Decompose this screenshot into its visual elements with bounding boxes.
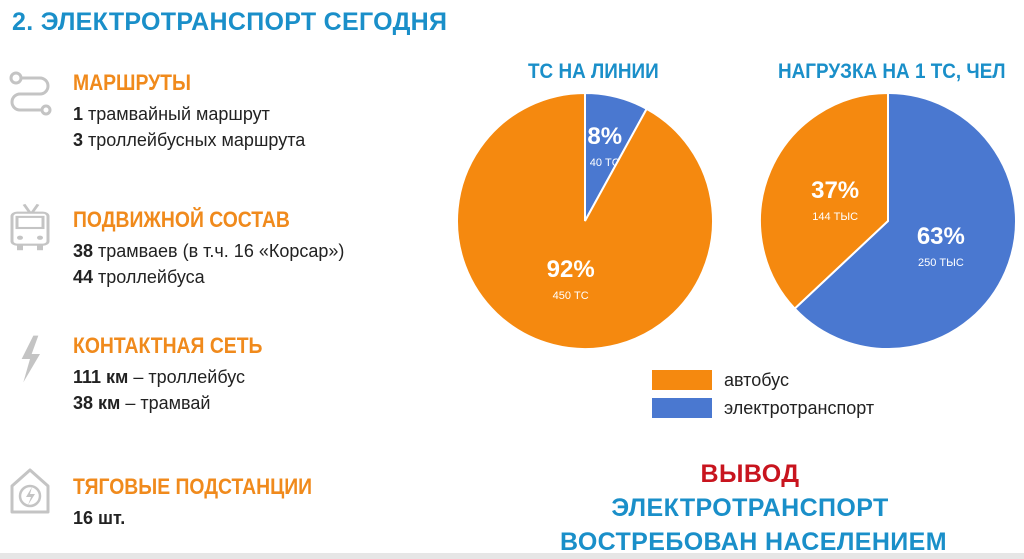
- pie-percent-label: 92%: [547, 256, 595, 283]
- conclusion-line: ЭЛЕКТРОТРАНСПОРТ: [611, 494, 889, 522]
- pie-value-label: 250 ТЫС: [918, 257, 964, 269]
- legend: автобус электротранспорт: [652, 367, 874, 423]
- conclusion-title: ВЫВОД: [700, 460, 800, 488]
- section-heading-contact-network: КОНТАКТНАЯ СЕТЬ: [73, 333, 263, 358]
- page-title: 2. ЭЛЕКТРОТРАНСПОРТ СЕГОДНЯ: [12, 8, 448, 36]
- pie-slice-electric: [793, 91, 1017, 350]
- section-line: 44 троллейбуса: [73, 267, 205, 287]
- pie-percent-label: 63%: [917, 223, 965, 250]
- section-line: 38 трамваев (в т.ч. 16 «Корсар»): [73, 241, 345, 261]
- pie-slice-bus: [759, 91, 889, 311]
- legend-label: электротранспорт: [724, 397, 875, 418]
- chart-title: ТС НА ЛИНИИ: [528, 60, 659, 83]
- legend-swatch: [652, 398, 712, 418]
- bottom-bar: [0, 553, 1024, 559]
- legend-label: автобус: [724, 369, 789, 390]
- pie-value-label: 40 ТС: [590, 157, 620, 169]
- section-heading-routes: МАРШРУТЫ: [73, 70, 191, 95]
- section-line: 38 км – трамвай: [73, 393, 211, 413]
- legend-item: автобус: [652, 367, 874, 393]
- legend-item: электротранспорт: [652, 395, 874, 421]
- pie-value-label: 144 ТЫС: [812, 211, 858, 223]
- section-heading-substations: ТЯГОВЫЕ ПОДСТАНЦИИ: [73, 474, 313, 499]
- lightning-icon: [21, 335, 40, 383]
- pie-percent-label: 37%: [811, 177, 859, 204]
- section-line: 16 шт.: [73, 508, 126, 528]
- substation-icon: [10, 468, 50, 514]
- section-line: 111 км – троллейбус: [73, 367, 246, 387]
- conclusion-line: ВОСТРЕБОВАН НАСЕЛЕНИЕМ: [560, 528, 947, 556]
- pie-chart-vehicles: 8% 40 ТС 92% 450 ТС: [456, 91, 714, 350]
- pie-chart-load: 63% 250 ТЫС 37% 144 ТЫС: [759, 91, 1017, 350]
- pie-value-label: 450 ТС: [553, 290, 589, 302]
- route-icon: [9, 71, 52, 116]
- section-line: 1 трамвайный маршрут: [73, 104, 270, 124]
- section-heading-rolling-stock: ПОДВИЖНОЙ СОСТАВ: [73, 207, 290, 232]
- pie-slice-bus: [456, 91, 714, 350]
- trolleybus-icon: [10, 203, 50, 251]
- pie-percent-label: 8%: [587, 123, 622, 150]
- section-line: 3 троллейбусных маршрута: [73, 130, 306, 150]
- legend-swatch: [652, 370, 712, 390]
- chart-title: НАГРУЗКА НА 1 ТС, ЧЕЛ: [778, 60, 1006, 83]
